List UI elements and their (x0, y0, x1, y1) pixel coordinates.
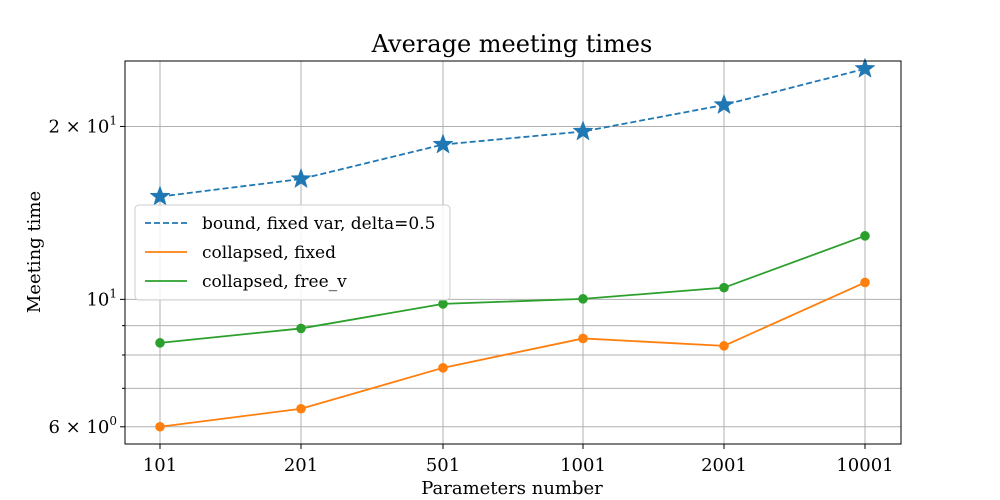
series-line-1 (159, 67, 866, 198)
grid (125, 61, 901, 444)
data-point-star (713, 93, 735, 115)
x-axis-label: Parameters number (421, 478, 603, 499)
data-point (296, 323, 306, 334)
y-tick-label: 6 × 100 (48, 414, 117, 438)
y-tick-label: 2 × 101 (48, 113, 117, 137)
x-tick-label: 501 (426, 455, 460, 476)
data-point (719, 341, 729, 351)
y-axis-label: Meeting time (24, 191, 45, 313)
legend-label: collapsed, fixed (202, 243, 336, 263)
x-tick-label: 101 (143, 455, 177, 476)
x-tick-label: 10001 (836, 455, 893, 476)
axis-ticks: 101 201 501 1001 2001 10001 6 × 100 101 2 × 101 (48, 113, 893, 476)
chart-title: Average meeting times (371, 30, 653, 58)
data-point-star (854, 57, 876, 78)
legend: bound, fixed var, delta=0.5 collapsed, fi… (134, 204, 451, 301)
data-point (578, 294, 588, 304)
data-point (438, 363, 448, 373)
legend-label: bound, fixed var, delta=0.5 (202, 214, 435, 234)
series-line-3 (159, 234, 866, 344)
data-point-star (290, 167, 312, 189)
data-point-star (149, 185, 171, 206)
x-tick-label: 2001 (701, 455, 747, 476)
legend-label: collapsed, free_v (202, 272, 347, 292)
x-tick-label: 201 (284, 455, 318, 476)
data-point (719, 282, 729, 293)
data-point (860, 231, 870, 241)
data-point-star (432, 133, 454, 154)
data-point (860, 277, 870, 288)
y-tick-label: 101 (86, 286, 117, 310)
legend-box (134, 204, 451, 301)
data-point-star (572, 120, 594, 141)
plot-frame (124, 60, 902, 445)
series-line-2 (159, 281, 866, 428)
series-layer (149, 57, 876, 432)
x-tick-label: 1001 (560, 455, 606, 476)
data-point (296, 403, 306, 414)
data-point (438, 299, 448, 309)
data-point (155, 338, 165, 348)
data-point (155, 421, 165, 432)
data-point (578, 333, 588, 344)
